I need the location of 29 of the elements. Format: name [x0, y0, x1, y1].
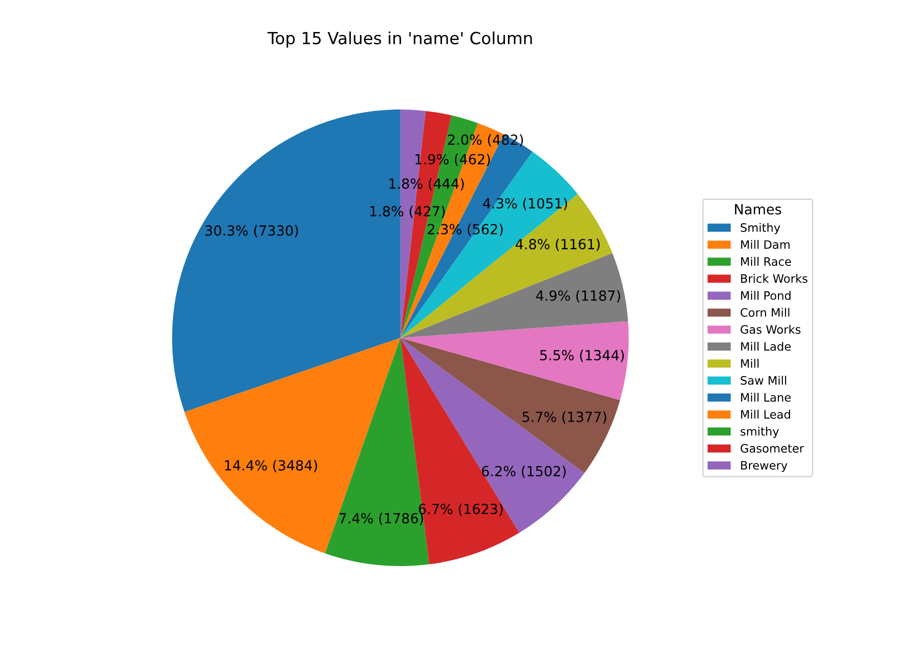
legend-label: Mill Pond [741, 290, 791, 300]
data-label: 6.2% (1502) [482, 466, 566, 478]
legend-label: Mill Lade [741, 342, 791, 351]
legend-label: smithy [740, 426, 779, 438]
legend-label: Mill Lead [741, 410, 790, 419]
legend-label: Mill Race [741, 256, 792, 266]
data-label: 5.7% (1377) [522, 411, 606, 424]
pie-slice [400, 321, 629, 400]
data-label: 14.4% (3484) [225, 460, 318, 472]
chart-title: Top 15 Values in 'name' Column [267, 31, 532, 48]
legend-label: Gas Works [740, 324, 800, 334]
data-label: 30.3% (7330) [205, 225, 298, 238]
legend-label: Mill Dam [741, 240, 790, 249]
legend-label: Brewery [741, 461, 788, 472]
legend-label: Mill [741, 358, 759, 368]
legend-label: Brick Works [741, 274, 808, 283]
legend-label: Saw Mill [740, 376, 786, 385]
data-label: 2.3% (562) [428, 224, 503, 236]
legend-title: Names [735, 204, 782, 215]
legend-label: Corn Mill [740, 308, 790, 317]
data-label: 4.3% (1051) [483, 198, 568, 210]
legend-label: Gasometer [740, 444, 804, 453]
legend-label: Smithy [740, 222, 780, 234]
data-label: 4.9% (1187) [536, 290, 620, 302]
data-label: 4.8% (1161) [516, 238, 600, 252]
data-label: 5.5% (1344) [540, 350, 624, 362]
pie-slice [400, 253, 628, 338]
legend-label: Mill Lane [741, 392, 791, 402]
data-label: 7.4% (1786) [339, 512, 424, 526]
